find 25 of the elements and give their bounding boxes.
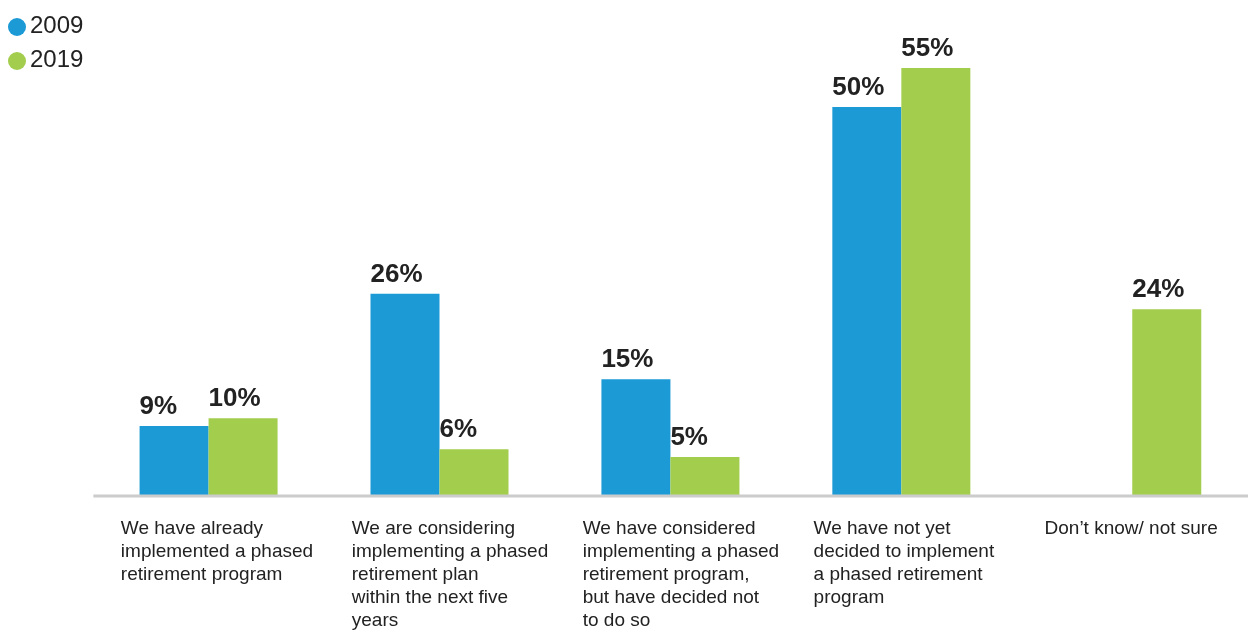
- x-tick-label: We are considering implementing a phased retirement plan within the next five years: [350, 517, 549, 630]
- data-label: 10%: [208, 382, 261, 413]
- bar: [901, 68, 971, 496]
- legend-label: 2019: [30, 45, 84, 72]
- bar: [832, 106, 902, 496]
- legend-label: 2009: [30, 11, 84, 38]
- x-tick-label: We have already implemented a phased retirement program: [120, 517, 314, 584]
- bar: [601, 379, 671, 496]
- bar: [439, 449, 509, 496]
- x-tick-label: Don’t know/ not sure: [1044, 517, 1218, 538]
- bar: [208, 418, 278, 496]
- data-label: 24%: [1132, 273, 1185, 304]
- bar: [1132, 309, 1202, 496]
- x-tick-label: We have considered implementing a phased retirement program, but have decided not to do so: [582, 517, 780, 630]
- data-label: 50%: [832, 70, 885, 101]
- bar: [670, 457, 740, 496]
- bar: [139, 425, 209, 496]
- data-label: 55%: [901, 32, 954, 62]
- data-label: 6%: [439, 413, 478, 444]
- data-label: 15%: [601, 343, 654, 374]
- x-tick-label: We have not yet decided to implement a phased retirement program: [813, 517, 995, 607]
- data-label: 26%: [370, 257, 423, 288]
- data-label: 9%: [139, 389, 178, 420]
- data-label: 5%: [670, 421, 708, 452]
- bar: [370, 293, 440, 496]
